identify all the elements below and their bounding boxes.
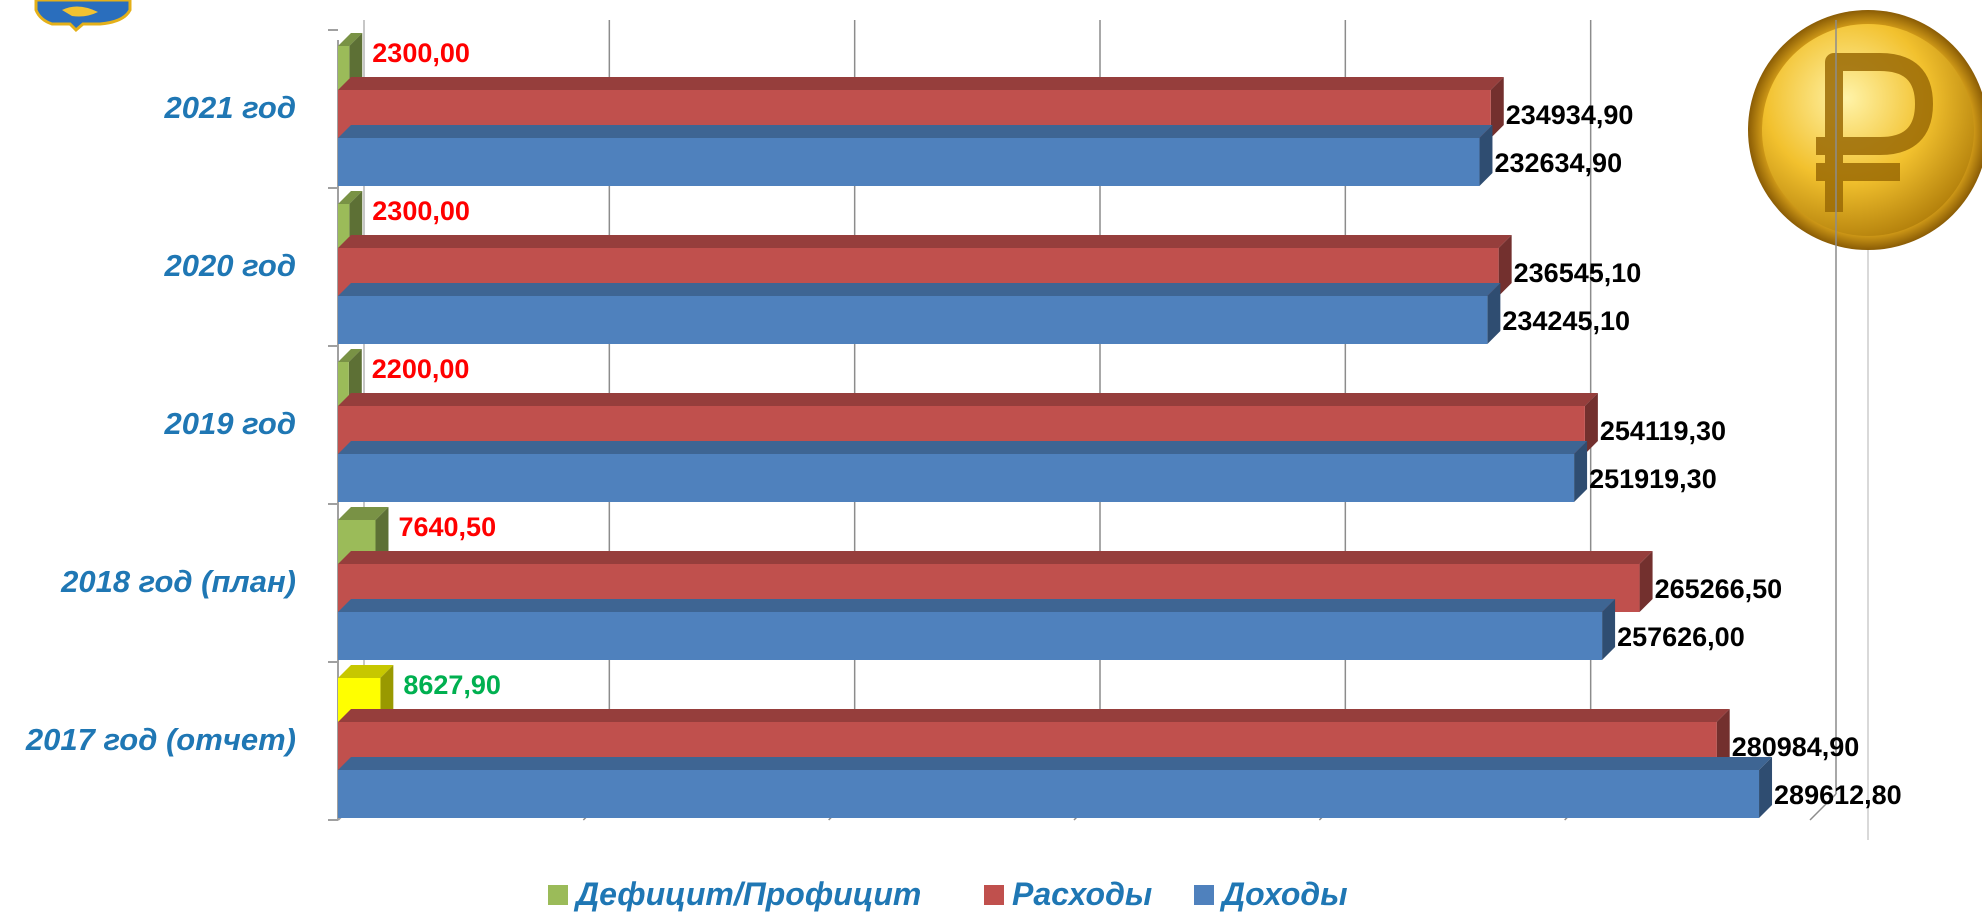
expenses-bar-top [338, 709, 1730, 722]
category-label: 2017 год (отчет) [25, 722, 296, 757]
deficit-bar-front [338, 204, 350, 248]
expenses-bar-top [338, 77, 1504, 90]
revenues-bar [338, 283, 1501, 344]
legend-revenues: Доходы [1194, 876, 1348, 912]
legend-expenses-label: Расходы [1012, 876, 1152, 912]
revenues-bar-side [1602, 599, 1616, 660]
deficit-bar-top [338, 349, 362, 362]
deficit-bar-top [338, 665, 394, 678]
revenues-bar-top [338, 283, 1501, 296]
expenses-bar-top [338, 393, 1598, 406]
ruble-coin-icon [1748, 10, 1982, 840]
deficit-bar-top [338, 33, 363, 46]
revenues-bar-front [338, 770, 1760, 818]
legend-deficit-swatch [548, 885, 568, 905]
revenues-bar-front [338, 296, 1488, 344]
revenues-bar-top [338, 125, 1493, 138]
category-label: 2021 год [164, 90, 296, 125]
revenues-value-label: 232634,90 [1494, 148, 1622, 178]
revenues-value-label: 289612,80 [1774, 780, 1902, 810]
expenses-bar-top [338, 235, 1512, 248]
deficit-value-label: 8627,90 [403, 670, 501, 700]
deficit-bar-side [375, 507, 389, 564]
category-label: 2019 год [164, 406, 296, 441]
revenues-bar [338, 441, 1588, 502]
legend-expenses-swatch [984, 885, 1004, 905]
revenues-bar-front [338, 138, 1480, 186]
expenses-value-label: 254119,30 [1600, 416, 1726, 446]
deficit-bar [338, 349, 362, 406]
revenues-bar [338, 125, 1493, 186]
expenses-bar-side [1716, 709, 1730, 770]
revenues-bar-front [338, 454, 1575, 502]
chart-legend: Дефицит/Профицит Расходы Доходы [548, 876, 1348, 912]
revenues-bar-side [1479, 125, 1493, 186]
deficit-bar-side [349, 191, 363, 248]
deficit-value-label: 2200,00 [372, 354, 470, 384]
revenues-value-label: 257626,00 [1617, 622, 1745, 652]
coat-of-arms-icon [34, 0, 132, 33]
revenues-bar [338, 757, 1773, 818]
legend-deficit-label: Дефицит/Профицит [573, 876, 921, 912]
expenses-value-label: 234934,90 [1506, 100, 1634, 130]
deficit-bar-front [338, 362, 349, 406]
revenues-value-label: 234245,10 [1502, 306, 1630, 336]
legend-expenses: Расходы [984, 876, 1152, 912]
expenses-value-label: 280984,90 [1732, 732, 1860, 762]
deficit-value-label: 2300,00 [372, 38, 470, 68]
revenues-bar-top [338, 757, 1773, 770]
deficit-bar-front [338, 46, 350, 90]
legend-deficit: Дефицит/Профицит [548, 876, 921, 912]
revenues-bar [338, 599, 1616, 660]
deficit-value-label: 2300,00 [372, 196, 470, 226]
legend-revenues-swatch [1194, 885, 1214, 905]
deficit-bar-side [380, 665, 394, 722]
expenses-bar-side [1584, 393, 1598, 454]
deficit-bar-side [349, 33, 363, 90]
revenues-bar-top [338, 599, 1616, 612]
revenues-bar-top [338, 441, 1588, 454]
expenses-bar-side [1490, 77, 1504, 138]
deficit-bar-side [348, 349, 362, 406]
legend-revenues-label: Доходы [1219, 876, 1348, 912]
deficit-bar-top [338, 191, 363, 204]
expenses-bar-side [1639, 551, 1653, 612]
deficit-bar-top [338, 507, 389, 520]
expenses-value-label: 236545,10 [1514, 258, 1642, 288]
deficit-value-label: 7640,50 [398, 512, 496, 542]
revenues-value-label: 251919,30 [1589, 464, 1717, 494]
expenses-bar-side [1498, 235, 1512, 296]
gridline-depth [1809, 793, 1837, 821]
deficit-bar [338, 33, 363, 90]
expenses-bar-top [338, 551, 1653, 564]
revenues-bar-front [338, 612, 1603, 660]
deficit-bar [338, 191, 363, 248]
chart-bars [338, 33, 1773, 818]
chart-labels: 2021 год 2300,00 234934,90 232634,90 2020 го… [25, 38, 1902, 810]
expenses-value-label: 265266,50 [1655, 574, 1783, 604]
category-label: 2018 год (план) [60, 564, 296, 599]
revenues-bar-side [1574, 441, 1588, 502]
revenues-bar-side [1487, 283, 1501, 344]
deficit-bar [338, 665, 394, 722]
category-label: 2020 год [164, 248, 296, 283]
revenues-bar-side [1759, 757, 1773, 818]
